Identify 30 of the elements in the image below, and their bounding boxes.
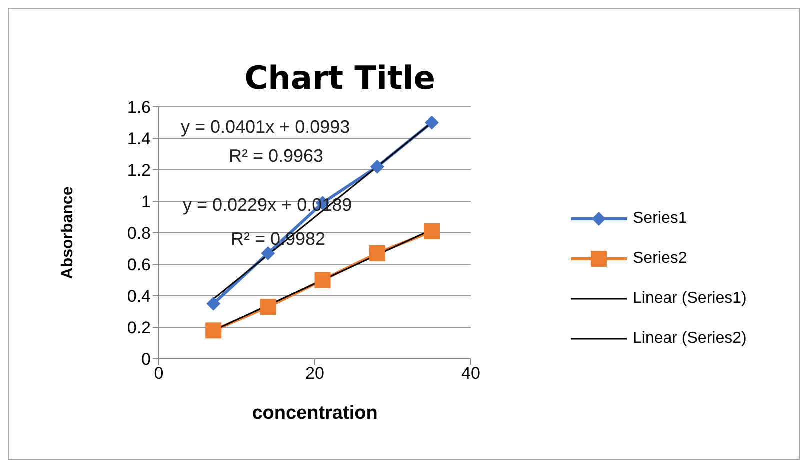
- y-tick-label: 1.4: [127, 130, 151, 149]
- annotation: R² = 0.9963: [228, 146, 325, 167]
- y-tick-label: 0.6: [127, 256, 151, 275]
- y-tick-label: 1: [142, 192, 151, 212]
- point: [314, 272, 331, 288]
- point: [370, 160, 384, 174]
- legend-label: Series2: [633, 250, 688, 268]
- x-tick-label: 40: [462, 364, 480, 384]
- point: [206, 296, 221, 311]
- chart-title: Chart Title: [244, 59, 436, 97]
- y-tick-label: 1.6: [127, 98, 151, 118]
- y-tick-label: 0.4: [127, 287, 151, 306]
- y-tick-label: 0.2: [127, 318, 151, 338]
- legend-label: Series1: [633, 210, 688, 228]
- legend-label: Linear (Series1): [633, 290, 747, 308]
- legend-label: Linear (Series2): [633, 330, 747, 348]
- x-tick-label: 20: [306, 364, 324, 384]
- point: [369, 245, 386, 262]
- annotation: y = 0.0401x + 0.0993: [180, 117, 352, 138]
- y-tick-label: 1.2: [127, 161, 151, 180]
- point: [206, 322, 222, 339]
- y-axis-title: Absorbance: [60, 186, 77, 280]
- y-tick-label: 0.8: [127, 224, 151, 244]
- point: [261, 246, 276, 260]
- x-tick-label: 0: [154, 364, 164, 384]
- x-axis-title: concentration: [252, 403, 378, 424]
- point: [260, 299, 276, 316]
- y-tick-label: 0: [142, 350, 151, 370]
- point: [425, 116, 439, 130]
- point: [424, 223, 440, 240]
